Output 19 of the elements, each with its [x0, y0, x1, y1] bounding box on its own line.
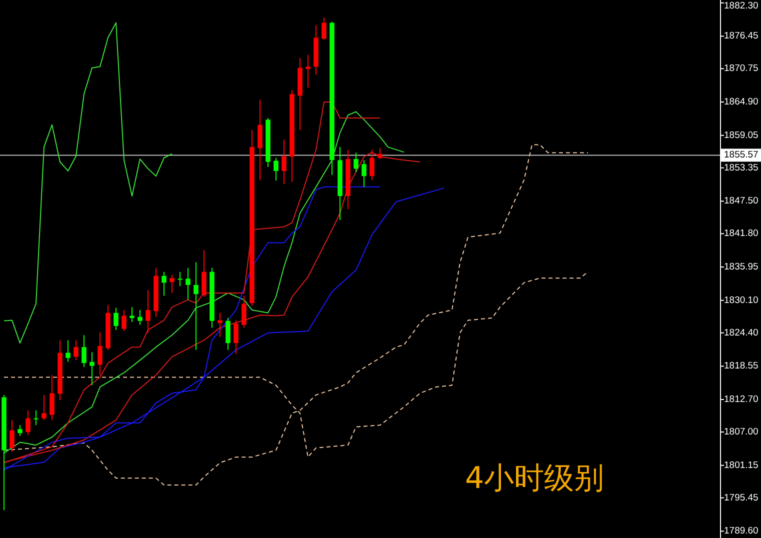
y-tick-label: 1841.80 — [724, 228, 758, 240]
y-tick-label: 1870.75 — [724, 63, 758, 74]
ref-line-label: 1855.57 — [724, 150, 758, 161]
y-tick-label: 1812.70 — [724, 394, 758, 406]
annotation: 4小时级别 — [465, 461, 604, 496]
y-tick-label: 1853.35 — [724, 162, 758, 174]
y-tick-label: 1864.90 — [724, 96, 758, 108]
y-tick-label: 1882.30 — [724, 0, 758, 12]
y-tick-label: 1818.55 — [724, 360, 758, 372]
y-tick-label: 1795.45 — [724, 492, 758, 504]
y-tick-label: 1859.05 — [724, 130, 758, 141]
y-tick-label: 1835.95 — [724, 262, 758, 273]
y-tick-label: 1876.45 — [724, 30, 758, 42]
y-tick-label: 1789.60 — [724, 526, 758, 537]
y-tick-label: 1847.50 — [724, 196, 758, 207]
y-tick-label: 1801.15 — [724, 460, 758, 471]
y-tick-label: 1830.10 — [724, 294, 758, 306]
y-tick-label: 1807.00 — [724, 426, 758, 438]
y-tick-label: 1824.40 — [724, 327, 758, 338]
